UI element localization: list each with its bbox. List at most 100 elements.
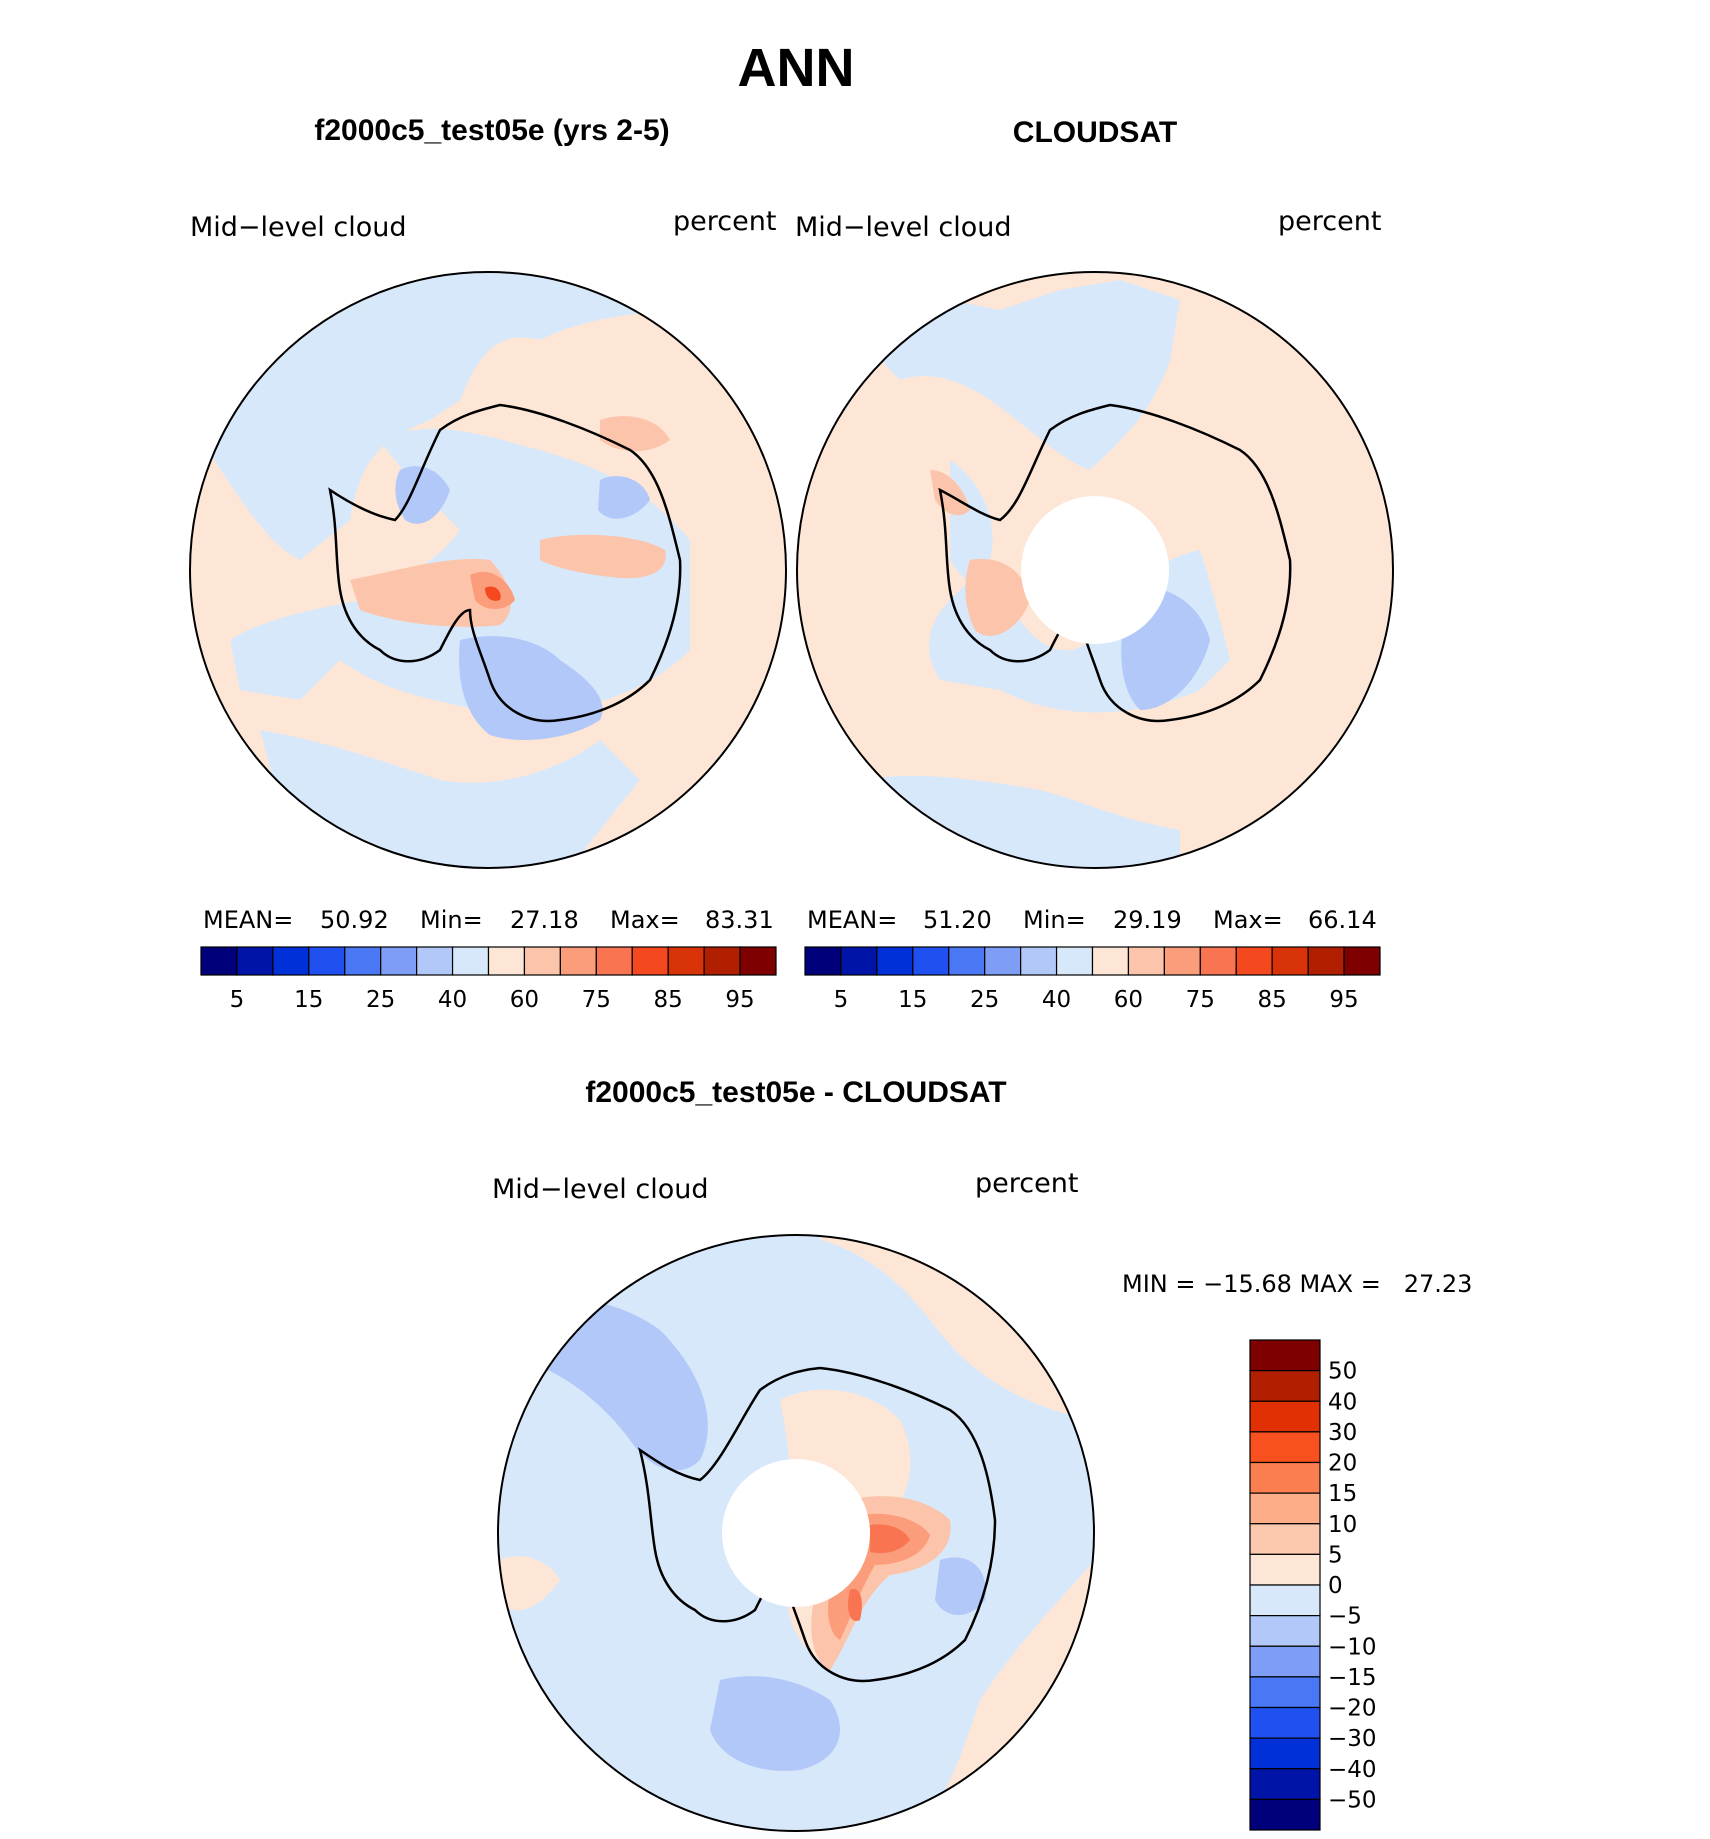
panel-obs-stats: MEAN= 51.20 Min= 29.19 Max= 66.14 [807, 906, 1377, 934]
map-obs-contour-orange-2 [965, 559, 1030, 636]
colorbar-swatch [416, 946, 454, 976]
colorbar-tick-label: −10 [1328, 1634, 1377, 1660]
stat-min-label: Min= [420, 906, 483, 934]
colorbar-swatch [308, 946, 346, 976]
colorbar-swatch [559, 946, 597, 976]
colorbar-swatch [200, 946, 238, 976]
colorbar-swatch [523, 946, 561, 976]
stat-mean-label: MEAN= [807, 906, 897, 934]
colorbar-swatch [948, 946, 986, 976]
map-diff-contour-orange-west [500, 1556, 560, 1611]
panel-model-stats: MEAN= 50.92 Min= 27.18 Max= 83.31 [203, 906, 774, 934]
colorbar-swatch [984, 946, 1022, 976]
map-diff-frame [497, 1234, 1095, 1832]
colorbar-swatch [739, 946, 777, 976]
colorbar-tick-label: 75 [1186, 987, 1215, 1013]
colorbar-swatch [1163, 946, 1201, 976]
map-model-contour-midblue-2 [395, 466, 450, 524]
colorbar-swatch [1199, 946, 1237, 976]
panel-diff-title: f2000c5_test05e - CLOUDSAT [585, 1076, 1006, 1109]
colorbar-swatch [380, 946, 418, 976]
stat-min-value: 27.18 [510, 906, 579, 934]
colorbar-swatch [1249, 1400, 1321, 1433]
colorbar-swatch [667, 946, 705, 976]
colorbar-tick-label: −40 [1328, 1757, 1377, 1783]
panel-obs-variable: Mid−level cloud [795, 212, 1011, 243]
colorbar-swatch [1249, 1370, 1321, 1402]
map-diff-coastline [638, 1366, 997, 1683]
stat-mean-value: 50.92 [320, 906, 389, 934]
colorbar-swatch [1235, 946, 1273, 976]
stat-min-value: 29.19 [1113, 906, 1182, 934]
colorbar-tick-label: 60 [510, 987, 539, 1013]
colorbar-swatch [631, 946, 669, 976]
colorbar-swatch [1307, 946, 1345, 976]
map-diff-missing-data-hole [722, 1459, 870, 1607]
map-model-contour-midblue-1 [459, 636, 603, 740]
colorbar-swatch [1091, 946, 1130, 976]
colorbar-tick-label: 75 [582, 987, 611, 1013]
colorbar-swatch [703, 946, 741, 976]
colorbar-swatch [1055, 946, 1094, 976]
map-model-contour-orange-2 [540, 534, 666, 579]
panel-model: f2000c5_test05e (yrs 2-5) Mid−level clou… [189, 114, 787, 1013]
panel-model-title: f2000c5_test05e (yrs 2-5) [314, 114, 669, 147]
map-diff-contour-midblue-2 [710, 1676, 840, 1771]
map-diff [498, 1235, 1094, 1831]
colorbar-swatch [1249, 1584, 1321, 1617]
colorbar-swatch [1249, 1737, 1321, 1770]
colorbar-tick-label: 85 [1258, 987, 1287, 1013]
colorbar-swatch [1249, 1615, 1321, 1647]
panel-diff-minmax: MIN = −15.68 MAX = 27.23 [1122, 1270, 1472, 1298]
colorbar-swatch [1249, 1523, 1321, 1555]
colorbar-tick-label: 95 [725, 987, 754, 1013]
colorbar-tick-label: 40 [438, 987, 467, 1013]
colorbar-swatch [451, 946, 490, 976]
colorbar-swatch [840, 946, 878, 976]
colorbar-tick-label: −20 [1328, 1696, 1377, 1722]
colorbar-tick-label: −15 [1328, 1665, 1377, 1691]
map-obs-missing-data-hole [1021, 496, 1169, 644]
colorbar-swatch [272, 946, 310, 976]
colorbar-swatch [1249, 1645, 1321, 1678]
panel-obs-units: percent [1278, 206, 1381, 237]
panel-diff-units: percent [975, 1168, 1078, 1199]
panel-diff: f2000c5_test05e - CLOUDSAT Mid−level clo… [492, 1076, 1472, 1832]
colorbar-tick-label: −30 [1328, 1726, 1377, 1752]
figure-title: ANN [738, 38, 855, 98]
colorbar-tick-label: 5 [230, 987, 245, 1013]
colorbar-obs: 5 15 25 40 60 75 85 95 [804, 946, 1381, 1013]
colorbar-swatch [1127, 946, 1165, 976]
panel-model-units: percent [673, 206, 776, 237]
colorbar-tick-label: 0 [1328, 1573, 1343, 1599]
colorbar-swatch [1249, 1798, 1321, 1831]
colorbar-swatch [876, 946, 914, 976]
colorbar-swatch [912, 946, 950, 976]
colorbar-swatch [1249, 1768, 1321, 1800]
colorbar-tick-label: 50 [1328, 1359, 1357, 1385]
map-diff-contour-orange-east [820, 1235, 1094, 1831]
colorbar-tick-label: 25 [366, 987, 395, 1013]
colorbar-model: 5 15 25 40 60 75 85 95 [200, 946, 777, 1013]
colorbar-swatch [1249, 1431, 1321, 1464]
map-model-contour-midblue-3 [598, 476, 650, 519]
map-model-contour-red [485, 586, 501, 601]
colorbar-tick-label: −50 [1328, 1787, 1377, 1813]
panel-model-variable: Mid−level cloud [190, 212, 406, 243]
map-model-coastline [328, 403, 682, 723]
colorbar-swatch [1249, 1706, 1321, 1739]
map-diff-contour-midblue-3 [935, 1557, 986, 1615]
stat-max-value: 83.31 [705, 906, 774, 934]
stat-max-label: Max= [1213, 906, 1283, 934]
map-obs-frame [796, 271, 1394, 869]
colorbar-swatch [1249, 1492, 1321, 1525]
panel-obs-title: CLOUDSAT [1013, 116, 1177, 149]
map-model-contour-orange-3 [600, 416, 670, 452]
map-model-contour-blue-north [190, 272, 786, 560]
map-obs-coastline [938, 403, 1292, 723]
colorbar-swatch [1020, 946, 1058, 976]
colorbar-swatch [1271, 946, 1309, 976]
colorbar-swatch [1249, 1461, 1321, 1494]
